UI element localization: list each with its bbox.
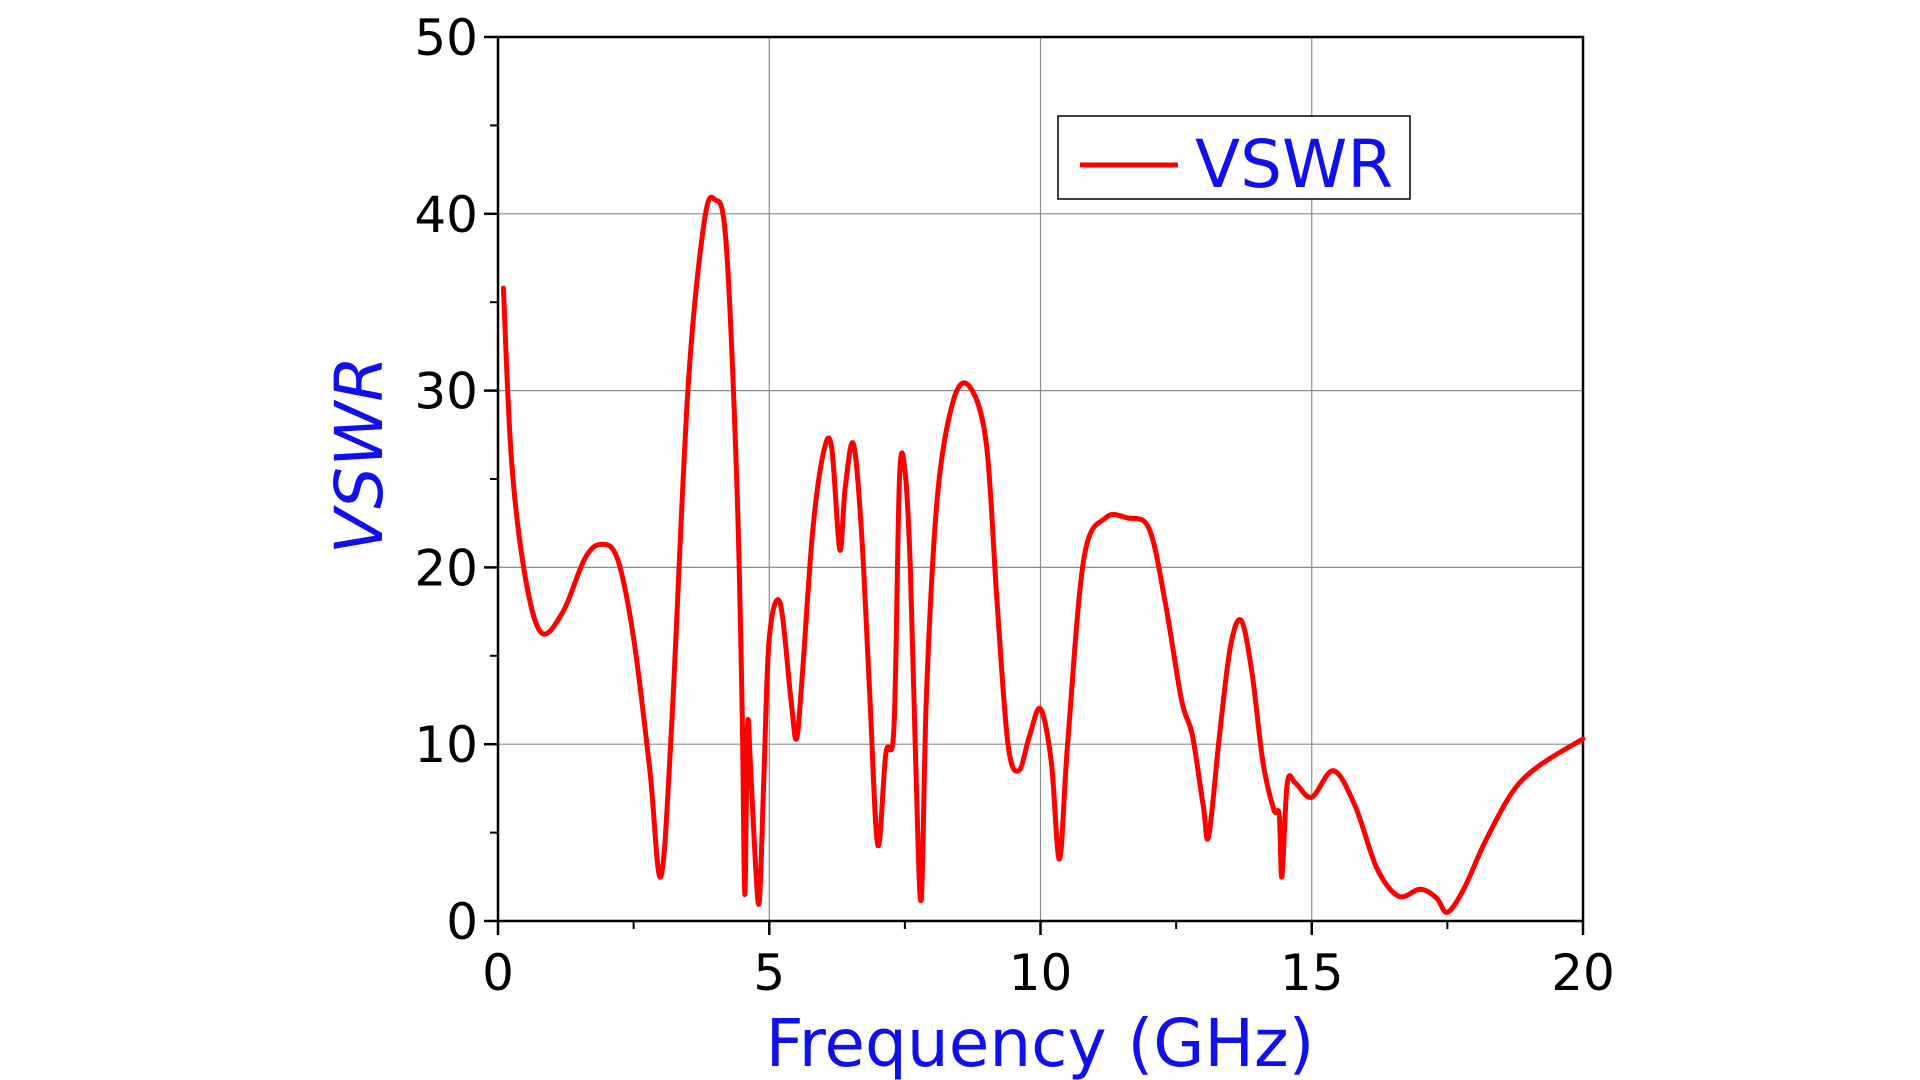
x-axis-title: Frequency (GHz) bbox=[766, 1005, 1315, 1080]
y-tick-label: 30 bbox=[414, 363, 478, 421]
x-tick-label: 15 bbox=[1280, 944, 1344, 1002]
x-tick-label: 20 bbox=[1551, 944, 1615, 1002]
x-tick-label: 0 bbox=[482, 944, 514, 1002]
y-axis-title: VSWR bbox=[321, 356, 398, 554]
y-tick-label: 20 bbox=[414, 539, 478, 597]
x-tick-label: 5 bbox=[753, 944, 785, 1002]
legend: VSWR bbox=[1057, 115, 1411, 203]
x-tick-labels: 0 5 10 15 20 bbox=[482, 944, 1615, 1002]
y-tick-label: 10 bbox=[414, 716, 478, 774]
series-line-vswr bbox=[500, 194, 1586, 915]
legend-label-vswr: VSWR bbox=[1195, 126, 1393, 203]
y-tick-label: 40 bbox=[414, 186, 478, 244]
legend-box bbox=[1057, 115, 1411, 200]
y-tick-label: 0 bbox=[446, 893, 478, 951]
y-tick-label: 50 bbox=[414, 9, 478, 67]
x-tick-label: 10 bbox=[1009, 944, 1073, 1002]
y-tick-labels: 0 10 20 30 40 50 bbox=[414, 9, 478, 951]
axis-ticks bbox=[484, 35, 1585, 935]
